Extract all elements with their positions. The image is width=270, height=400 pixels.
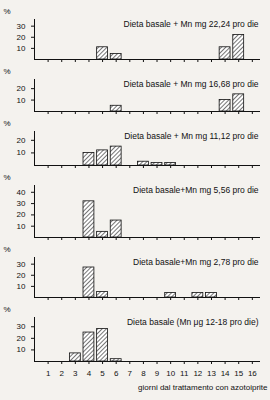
svg-text:%: %	[4, 245, 11, 254]
svg-text:Dieta basale+Mn mg 5,56 pro di: Dieta basale+Mn mg 5,56 pro die	[133, 185, 259, 195]
svg-text:10: 10	[17, 345, 26, 354]
svg-text:Dieta basale + Mn mg 22,24 pro: Dieta basale + Mn mg 22,24 pro die	[124, 19, 259, 29]
svg-text:Dieta basale (Mn μg 12-18 pro: Dieta basale (Mn μg 12-18 pro die)	[127, 317, 259, 327]
svg-text:10: 10	[17, 44, 26, 53]
svg-text:10: 10	[17, 96, 26, 105]
svg-text:Dieta basale + Mn mg 16,68 pro: Dieta basale + Mn mg 16,68 pro die	[124, 79, 259, 89]
svg-text:20: 20	[17, 271, 26, 280]
svg-text:2: 2	[60, 369, 65, 378]
svg-text:13: 13	[207, 369, 216, 378]
svg-text:%: %	[4, 67, 11, 76]
svg-text:20: 20	[17, 136, 26, 145]
svg-text:10: 10	[166, 369, 175, 378]
svg-text:Dieta basale+Mn mg 2,78 pro di: Dieta basale+Mn mg 2,78 pro die	[133, 257, 259, 267]
svg-text:10: 10	[17, 148, 26, 157]
svg-text:30: 30	[17, 199, 26, 208]
svg-text:6: 6	[114, 369, 119, 378]
svg-text:16: 16	[248, 369, 257, 378]
svg-text:5: 5	[100, 369, 105, 378]
svg-text:Dieta basale + Mn mg 11,12 pro: Dieta basale + Mn mg 11,12 pro die	[124, 131, 259, 141]
svg-text:%: %	[4, 7, 11, 16]
svg-text:11: 11	[180, 369, 189, 378]
svg-text:%: %	[4, 305, 11, 314]
svg-text:7: 7	[128, 369, 133, 378]
svg-text:30: 30	[17, 322, 26, 331]
svg-text:%: %	[4, 173, 11, 182]
svg-text:3: 3	[73, 369, 78, 378]
svg-text:10: 10	[17, 222, 26, 231]
svg-text:14: 14	[221, 369, 230, 378]
svg-text:12: 12	[193, 369, 202, 378]
svg-text:8: 8	[141, 369, 146, 378]
svg-text:giorni dal trattamento con azo: giorni dal trattamento con azotoiprite	[138, 383, 268, 392]
svg-text:1: 1	[46, 369, 51, 378]
svg-text:20: 20	[17, 210, 26, 219]
svg-text:30: 30	[17, 22, 26, 31]
svg-text:9: 9	[155, 369, 160, 378]
svg-text:4: 4	[87, 369, 92, 378]
svg-text:%: %	[4, 119, 11, 128]
svg-text:20: 20	[17, 84, 26, 93]
svg-text:20: 20	[17, 33, 26, 42]
svg-text:20: 20	[17, 334, 26, 343]
svg-text:30: 30	[17, 260, 26, 269]
svg-text:10: 10	[17, 282, 26, 291]
svg-text:15: 15	[234, 369, 243, 378]
svg-text:40: 40	[17, 188, 26, 197]
